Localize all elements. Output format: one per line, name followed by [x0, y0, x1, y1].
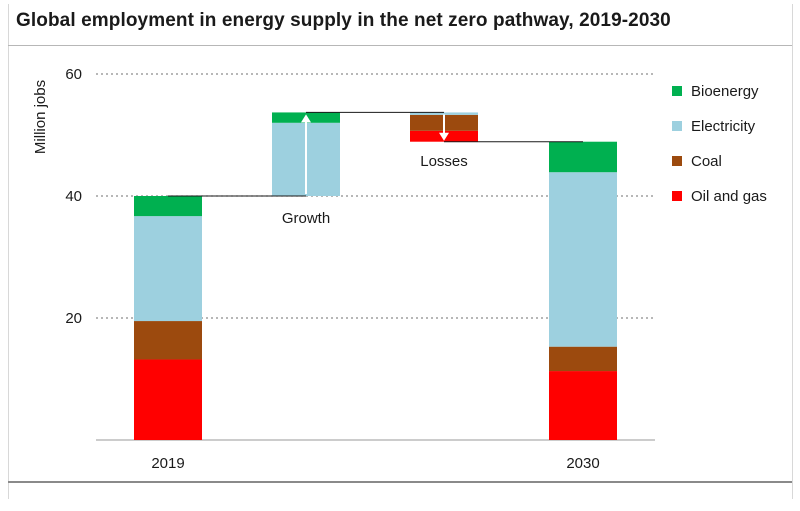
bar-segment — [134, 216, 202, 322]
legend-label: Oil and gas — [691, 187, 767, 205]
chart-title: Global employment in energy supply in th… — [16, 10, 671, 31]
legend-swatch — [672, 86, 682, 96]
title-divider — [8, 45, 792, 46]
bar-segment — [134, 359, 202, 440]
footer-divider — [8, 481, 792, 483]
bar-segment — [410, 112, 478, 115]
losses-arrow-head — [439, 132, 449, 141]
bar-segment — [134, 321, 202, 360]
legend-label: Electricity — [691, 117, 756, 135]
legend: Bioenergy Electricity Coal Oil and gas — [672, 80, 767, 220]
losses-annotation: Losses — [420, 153, 468, 170]
legend-item: Coal — [672, 150, 767, 172]
y-tick-label: 40 — [65, 188, 82, 205]
legend-swatch — [672, 156, 682, 166]
x-tick-label: 2019 — [151, 455, 184, 472]
growth-annotation: Growth — [282, 210, 330, 227]
y-tick-label: 20 — [65, 310, 82, 327]
legend-item: Bioenergy — [672, 80, 767, 102]
legend-label: Coal — [691, 152, 722, 170]
legend-item: Electricity — [672, 115, 767, 137]
growth-arrow-head — [301, 114, 311, 123]
x-tick-label: 2030 — [566, 455, 599, 472]
bar-segment — [549, 172, 617, 347]
y-axis-label: Million jobs — [32, 80, 49, 154]
bar-segment — [549, 346, 617, 372]
chart-frame — [8, 4, 793, 499]
legend-item: Oil and gas — [672, 185, 767, 207]
bar-segment — [134, 196, 202, 217]
bar-segment — [549, 141, 617, 173]
legend-label: Bioenergy — [691, 82, 759, 100]
legend-swatch — [672, 121, 682, 131]
legend-swatch — [672, 191, 682, 201]
y-tick-label: 60 — [65, 66, 82, 83]
bar-segment — [549, 371, 617, 440]
